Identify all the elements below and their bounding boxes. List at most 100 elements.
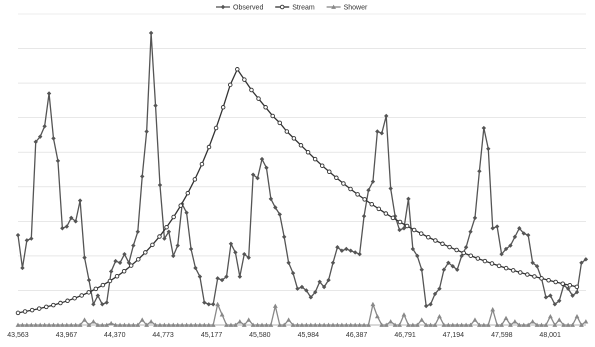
data-point xyxy=(215,301,221,307)
data-point xyxy=(517,226,522,231)
data-point xyxy=(259,322,265,327)
data-point xyxy=(512,234,518,240)
data-point xyxy=(494,224,500,229)
data-point xyxy=(213,125,219,131)
data-point xyxy=(37,134,43,139)
legend-label: Shower xyxy=(344,5,368,12)
data-point xyxy=(259,156,265,162)
data-point xyxy=(241,322,247,327)
data-point xyxy=(414,322,420,327)
data-point xyxy=(188,322,194,327)
data-point xyxy=(175,322,181,327)
data-point xyxy=(361,322,367,327)
data-point xyxy=(423,322,429,327)
data-point xyxy=(51,322,56,327)
data-point xyxy=(237,319,243,324)
data-point xyxy=(29,307,35,313)
data-point xyxy=(361,213,367,219)
data-point xyxy=(437,286,442,291)
data-point xyxy=(108,320,114,326)
data-point xyxy=(249,87,254,93)
data-point xyxy=(219,312,225,317)
data-point xyxy=(20,265,25,271)
data-point xyxy=(15,322,21,327)
data-point xyxy=(193,265,198,271)
data-point xyxy=(472,215,478,221)
data-point xyxy=(370,179,376,184)
data-point xyxy=(143,250,148,255)
data-point xyxy=(122,251,127,257)
data-point xyxy=(299,284,305,290)
data-point xyxy=(206,144,212,150)
data-point xyxy=(317,322,323,327)
data-point xyxy=(42,322,48,327)
data-point xyxy=(401,226,407,231)
data-point xyxy=(539,276,544,281)
data-point xyxy=(51,302,56,308)
legend: Observed Stream Shower xyxy=(216,5,368,12)
data-point xyxy=(447,244,452,250)
data-point xyxy=(72,295,77,301)
data-point xyxy=(525,272,530,277)
data-point xyxy=(546,278,551,283)
data-point xyxy=(215,276,220,281)
data-point xyxy=(178,203,183,208)
data-point xyxy=(175,243,180,248)
data-point xyxy=(104,300,109,305)
data-point xyxy=(219,277,225,283)
data-point xyxy=(317,279,322,285)
data-point xyxy=(250,322,256,327)
data-point xyxy=(237,274,243,279)
data-point xyxy=(376,206,382,212)
series-line xyxy=(17,67,578,314)
data-point xyxy=(516,322,522,327)
data-point xyxy=(397,322,402,327)
data-point xyxy=(406,322,411,327)
data-point xyxy=(46,322,52,327)
data-point xyxy=(313,289,318,295)
x-tick-label: 45,984 xyxy=(298,332,320,339)
data-point xyxy=(428,302,433,307)
data-point xyxy=(15,310,21,316)
data-point xyxy=(55,322,61,327)
series-observed xyxy=(15,30,589,309)
data-point xyxy=(298,143,304,148)
data-point xyxy=(100,302,105,307)
data-point xyxy=(326,277,331,283)
data-point xyxy=(437,313,442,319)
data-point xyxy=(494,322,500,327)
data-point xyxy=(397,227,402,233)
data-point xyxy=(303,322,309,327)
series-line xyxy=(18,301,587,327)
data-point xyxy=(468,253,474,258)
data-point xyxy=(60,226,65,231)
data-point xyxy=(459,322,465,327)
data-point xyxy=(574,313,580,319)
data-point xyxy=(24,322,30,327)
data-point xyxy=(508,243,513,248)
data-point xyxy=(503,265,509,271)
data-point xyxy=(499,322,504,327)
data-point xyxy=(335,322,340,327)
data-point xyxy=(64,322,70,327)
data-point xyxy=(44,304,49,310)
x-tick-label: 48,001 xyxy=(539,332,561,339)
data-point xyxy=(246,255,251,260)
data-point xyxy=(445,322,451,327)
data-point xyxy=(304,288,309,293)
data-point xyxy=(153,322,158,327)
data-point xyxy=(521,231,526,236)
data-point xyxy=(77,198,83,203)
data-point xyxy=(579,322,584,327)
data-point xyxy=(450,322,456,327)
data-point xyxy=(86,322,92,327)
data-point xyxy=(24,238,30,243)
data-point xyxy=(170,322,176,327)
data-point xyxy=(179,322,185,327)
data-point xyxy=(113,258,118,264)
data-point xyxy=(144,322,150,327)
data-point xyxy=(379,322,385,327)
legend-label: Observed xyxy=(233,5,263,12)
data-point xyxy=(565,322,571,327)
